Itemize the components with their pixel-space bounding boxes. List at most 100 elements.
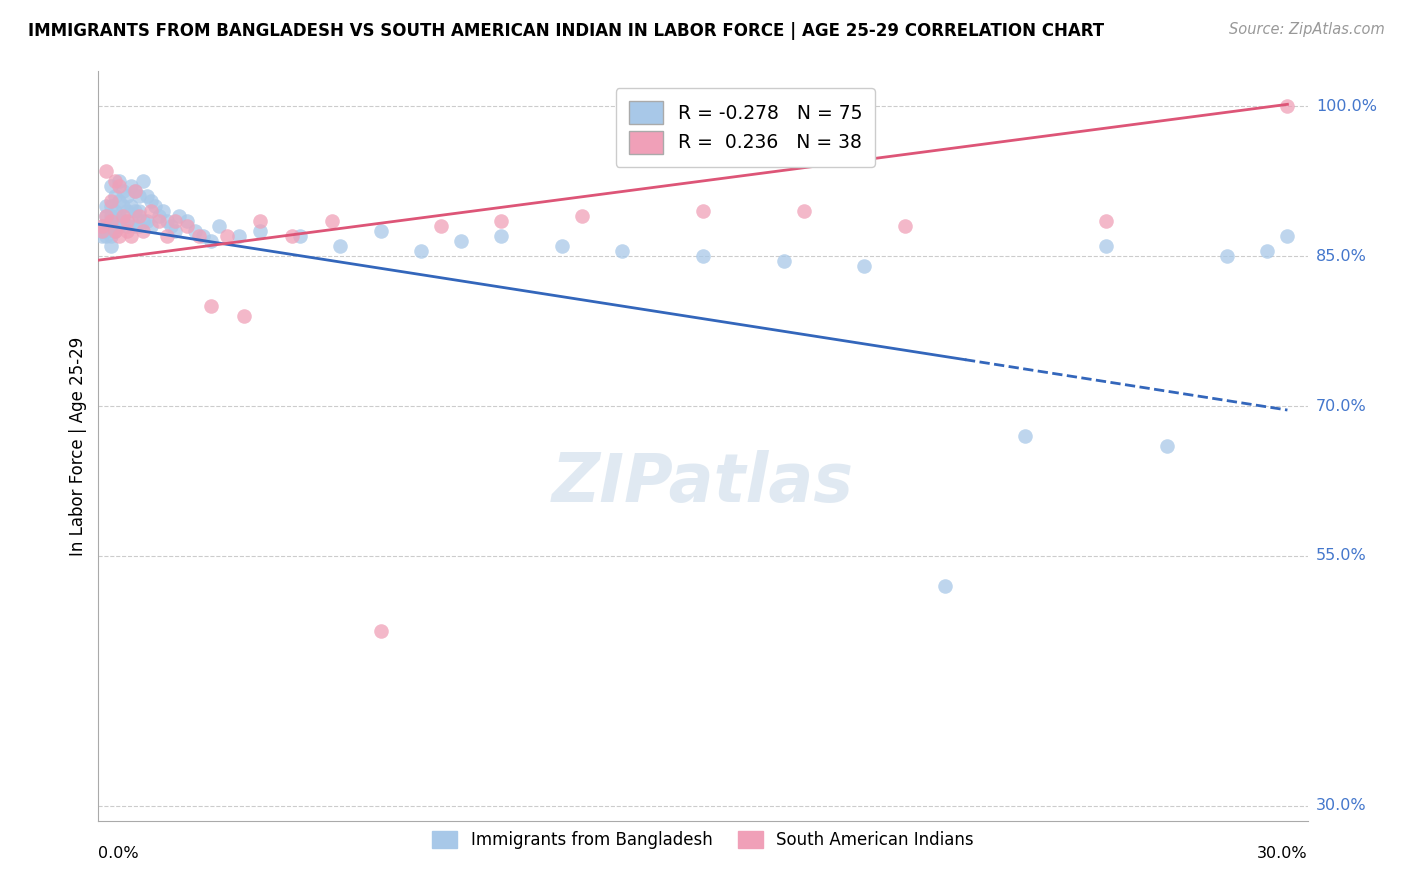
Point [143,199,166,213]
Point [96,224,118,238]
Point [491,214,513,228]
Point [1014,429,1036,443]
Point [111,209,134,223]
Point [132,174,155,188]
Point [249,214,271,228]
Text: 100.0%: 100.0% [1316,99,1376,114]
Point [139,194,162,209]
Point [1277,229,1299,244]
Point [370,624,392,638]
Point [91,224,114,238]
Point [934,579,956,593]
Point [160,219,183,234]
Point [115,214,138,228]
Point [120,199,142,213]
Point [103,204,125,219]
Point [148,209,170,223]
Point [176,219,198,234]
Point [167,209,190,223]
Point [1277,99,1299,113]
Point [107,219,129,234]
Point [893,219,915,234]
Point [111,184,134,198]
Point [100,209,122,223]
Point [124,204,146,219]
Point [430,219,453,234]
Point [156,229,179,244]
Point [551,239,574,253]
Point [132,214,155,228]
Point [163,224,186,238]
Point [120,229,142,244]
Point [132,224,155,238]
Point [571,209,593,223]
Point [111,199,134,213]
Point [91,219,114,234]
Point [91,229,114,244]
Point [370,224,392,238]
Point [321,214,343,228]
Point [100,229,122,244]
Point [96,164,118,178]
Legend: R = -0.278   N = 75, R =  0.236   N = 38: R = -0.278 N = 75, R = 0.236 N = 38 [616,88,875,167]
Point [96,209,118,223]
Y-axis label: In Labor Force | Age 25-29: In Labor Force | Age 25-29 [69,336,87,556]
Point [103,224,125,238]
Point [152,204,174,219]
Text: 55.0%: 55.0% [1316,549,1367,564]
Point [96,209,118,223]
Point [156,214,179,228]
Point [111,214,134,228]
Point [124,184,146,198]
Point [217,229,239,244]
Point [100,214,122,228]
Text: 0.0%: 0.0% [98,846,139,861]
Point [135,214,157,228]
Point [228,229,250,244]
Point [100,194,122,209]
Text: IMMIGRANTS FROM BANGLADESH VS SOUTH AMERICAN INDIAN IN LABOR FORCE | AGE 25-29 C: IMMIGRANTS FROM BANGLADESH VS SOUTH AMER… [28,22,1104,40]
Point [208,219,231,234]
Point [107,174,129,188]
Point [409,244,432,259]
Point [1095,214,1118,228]
Point [91,224,114,238]
Point [188,229,211,244]
Point [103,189,125,203]
Point [853,259,876,273]
Point [107,229,129,244]
Point [91,219,114,234]
Point [1095,239,1118,253]
Point [200,234,222,248]
Point [193,229,215,244]
Point [124,184,146,198]
Point [249,224,271,238]
Point [120,214,142,228]
Point [115,204,138,219]
Point [148,214,170,228]
Point [491,229,513,244]
Point [128,209,150,223]
Point [100,199,122,213]
Point [692,249,714,263]
Text: 30.0%: 30.0% [1316,798,1367,814]
Point [100,219,122,234]
Point [200,299,222,313]
Point [100,179,122,194]
Point [107,209,129,223]
Point [139,204,162,219]
Point [232,309,254,323]
Point [135,189,157,203]
Point [107,194,129,209]
Point [139,219,162,234]
Point [793,204,815,219]
Text: Source: ZipAtlas.com: Source: ZipAtlas.com [1229,22,1385,37]
Point [288,229,311,244]
Point [128,189,150,203]
Point [128,219,150,234]
Point [107,179,129,194]
Point [281,229,304,244]
Point [772,254,794,268]
Point [124,219,146,234]
Point [115,189,138,203]
